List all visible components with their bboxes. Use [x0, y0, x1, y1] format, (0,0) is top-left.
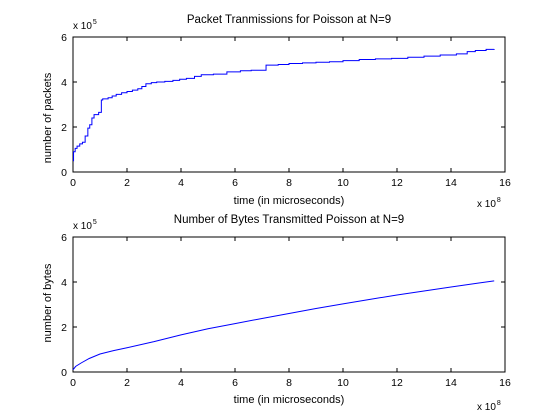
y-tick-label: 4 [61, 77, 67, 89]
x-tick-label: 14 [445, 377, 457, 389]
y-tick-label: 2 [61, 322, 67, 334]
x-exponent-base: x 10 [477, 199, 496, 210]
x-axis-label: time (in microseconds) [234, 195, 345, 207]
y-tick-label: 6 [61, 232, 67, 244]
x-tick-label: 12 [391, 377, 403, 389]
x-tick-label: 10 [337, 377, 349, 389]
y-axis-exponent: x 105 [73, 219, 97, 232]
y-exponent-base: x 10 [73, 221, 92, 232]
x-tick-label: 8 [286, 177, 292, 189]
x-tick-label: 0 [70, 377, 76, 389]
x-tick-label: 8 [286, 377, 292, 389]
x-exponent-power: 8 [497, 197, 501, 204]
bytes-chart: Number of Bytes Transmitted Poisson at N… [42, 214, 511, 413]
x-axis-exponent: x 108 [477, 400, 501, 413]
chart-title: Packet Tranmissions for Poisson at N=9 [187, 14, 391, 26]
x-tick-label: 6 [232, 177, 238, 189]
y-tick-label: 6 [61, 32, 67, 44]
y-tick-label: 2 [61, 122, 67, 134]
x-tick-label: 2 [124, 377, 130, 389]
y-axis-label: number of packets [42, 72, 54, 163]
x-axis-label: time (in microseconds) [234, 394, 345, 406]
x-tick-label: 14 [445, 177, 457, 189]
x-exponent-power: 8 [497, 400, 501, 407]
y-axis-exponent: x 105 [73, 19, 97, 32]
x-tick-label: 2 [124, 177, 130, 189]
x-tick-label: 16 [499, 177, 511, 189]
x-tick-label: 0 [70, 177, 76, 189]
y-exponent-power: 5 [93, 219, 97, 226]
x-tick-label: 4 [178, 177, 184, 189]
x-tick-label: 12 [391, 177, 403, 189]
x-exponent-base: x 10 [477, 402, 496, 413]
y-tick-label: 4 [61, 277, 67, 289]
x-tick-label: 10 [337, 177, 349, 189]
x-tick-label: 16 [499, 377, 511, 389]
x-tick-label: 6 [232, 377, 238, 389]
y-axis-label: number of bytes [42, 263, 54, 342]
y-tick-label: 0 [61, 367, 67, 379]
y-exponent-power: 5 [93, 19, 97, 26]
x-tick-label: 4 [178, 377, 184, 389]
x-axis-exponent: x 108 [477, 197, 501, 210]
series-line [73, 48, 495, 162]
series-line [72, 280, 495, 371]
y-exponent-base: x 10 [73, 21, 92, 32]
chart-title: Number of Bytes Transmitted Poisson at N… [174, 214, 404, 226]
y-tick-label: 0 [61, 167, 67, 179]
packets-chart: Packet Tranmissions for Poisson at N=9 t… [42, 14, 511, 210]
